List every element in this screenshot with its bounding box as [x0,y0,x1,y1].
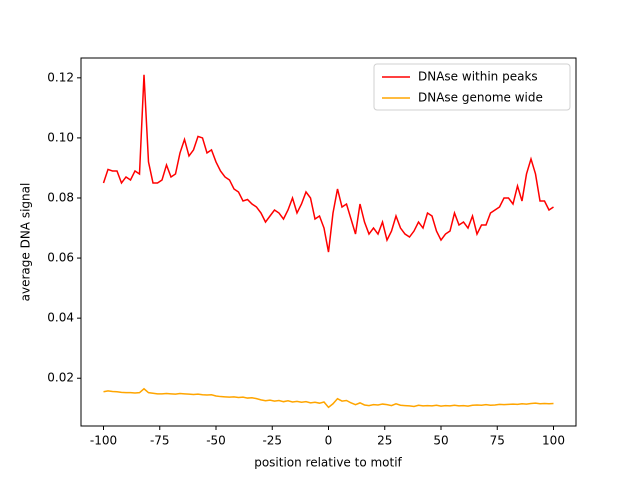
x-tick-label: 0 [325,434,333,448]
x-tick-label: -100 [90,434,117,448]
y-tick-label: 0.04 [47,311,74,325]
data-line [102,74,554,253]
legend-box [373,63,571,111]
x-tick-label: 75 [490,434,505,448]
y-tick-label: 0.08 [47,190,74,204]
legend-label: DNAse genome wide [418,91,543,105]
x-tick-label: 50 [433,434,448,448]
data-line [103,387,554,409]
x-axis-label: position relative to motif [254,456,402,470]
y-tick-label: 0.02 [47,371,74,385]
x-tick-label: -25 [262,434,282,448]
x-tick-label: 100 [542,434,565,448]
y-tick-label: 0.06 [47,251,74,265]
y-tick-label: 0.12 [47,70,74,84]
plot-frame [80,57,577,427]
y-axis-label: average DNA signal [19,183,33,302]
x-tick-label: -75 [150,434,170,448]
y-tick-label: 0.10 [47,130,74,144]
x-tick-label: 25 [377,434,392,448]
legend-label: DNAse within peaks [418,70,538,84]
x-tick-label: -50 [206,434,226,448]
